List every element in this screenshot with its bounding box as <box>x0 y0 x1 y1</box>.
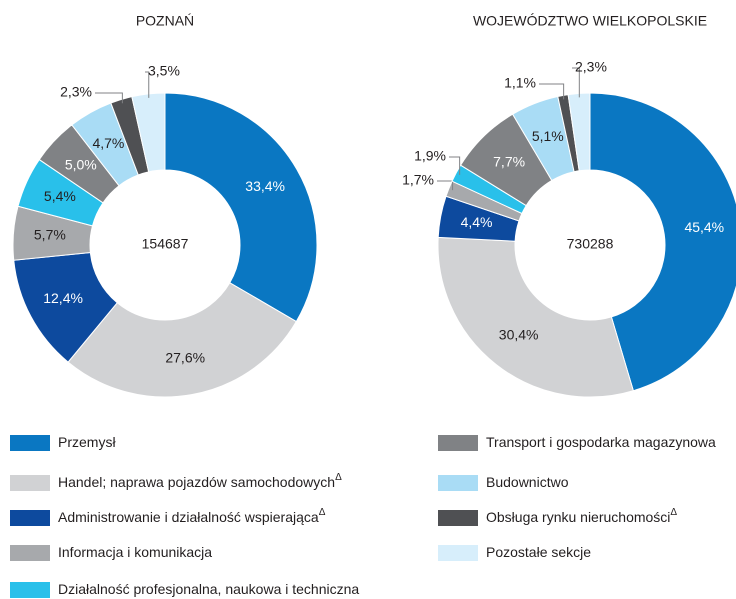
legend-label: Działalność profesjonalna, naukowa i tec… <box>58 581 359 597</box>
legend-swatch <box>438 545 478 561</box>
value-label: 3,5% <box>148 63 180 79</box>
legend-label: Transport i gospodarka magazynowa <box>486 434 716 450</box>
legend-name: Transport i gospodarka magazynowa <box>486 434 716 450</box>
leader-line <box>95 92 123 104</box>
legend-label: Obsługa rynku nieruchomościΔ <box>486 507 677 525</box>
value-label: 45,4% <box>684 219 724 235</box>
value-label: 1,1% <box>504 75 536 91</box>
value-label: 4,7% <box>92 135 124 151</box>
legend-swatch <box>438 510 478 526</box>
legend-name: Handel; naprawa pojazdów samochodowych <box>58 474 335 490</box>
legend-sup: Δ <box>319 507 326 518</box>
value-label: 5,1% <box>532 128 564 144</box>
value-label: 2,3% <box>60 84 92 100</box>
value-label: 5,7% <box>34 227 66 243</box>
slice <box>437 236 634 398</box>
value-label: 12,4% <box>43 290 83 306</box>
legend-label: Informacja i komunikacja <box>58 544 212 560</box>
legend-name: Informacja i komunikacja <box>58 544 212 560</box>
legend-label: Handel; naprawa pojazdów samochodowychΔ <box>58 472 342 490</box>
legend-label: Administrowanie i działalność wspierając… <box>58 507 326 525</box>
value-label: 33,4% <box>245 178 285 194</box>
legend-swatch <box>10 435 50 451</box>
legend-swatch <box>10 475 50 491</box>
legend-label: Budownictwo <box>486 474 569 490</box>
value-label: 7,7% <box>493 153 525 169</box>
legend-name: Administrowanie i działalność wspierając… <box>58 509 319 525</box>
value-label: 30,4% <box>499 327 539 343</box>
value-label: 5,4% <box>44 188 76 204</box>
center-label: 154687 <box>142 236 189 252</box>
legend-name: Pozostałe sekcje <box>486 544 591 560</box>
legend-sup: Δ <box>335 472 342 483</box>
center-label: 730288 <box>567 236 614 252</box>
value-label: 5,0% <box>65 157 97 173</box>
legend-name: Budownictwo <box>486 474 569 490</box>
leader-line <box>572 67 580 98</box>
value-label: 27,6% <box>165 349 205 365</box>
leader-line <box>539 83 565 100</box>
value-label: 1,7% <box>402 172 434 188</box>
chart-title: WOJEWÓDZTWO WIELKOPOLSKIE <box>473 13 707 29</box>
slice <box>164 92 318 323</box>
legend-swatch <box>10 545 50 561</box>
legend-swatch <box>438 475 478 491</box>
slice <box>567 92 591 172</box>
leader-line <box>449 156 461 175</box>
slice <box>67 282 298 398</box>
leader-line <box>145 71 150 98</box>
legend-swatch <box>10 582 50 598</box>
legend-name: Działalność profesjonalna, naukowa i tec… <box>58 581 359 597</box>
legend-sup: Δ <box>670 507 677 518</box>
legend-swatch <box>10 510 50 526</box>
value-label: 4,4% <box>461 214 493 230</box>
legend-name: Obsługa rynku nieruchomości <box>486 509 670 525</box>
slice <box>589 92 736 392</box>
legend-label: Pozostałe sekcje <box>486 544 591 560</box>
value-label: 1,9% <box>414 148 446 164</box>
chart-title: POZNAŃ <box>136 13 194 29</box>
slice <box>131 92 166 173</box>
legend-name: Przemysł <box>58 434 116 450</box>
value-label: 2,3% <box>575 59 607 75</box>
legend-swatch <box>438 435 478 451</box>
legend-label: Przemysł <box>58 434 116 450</box>
